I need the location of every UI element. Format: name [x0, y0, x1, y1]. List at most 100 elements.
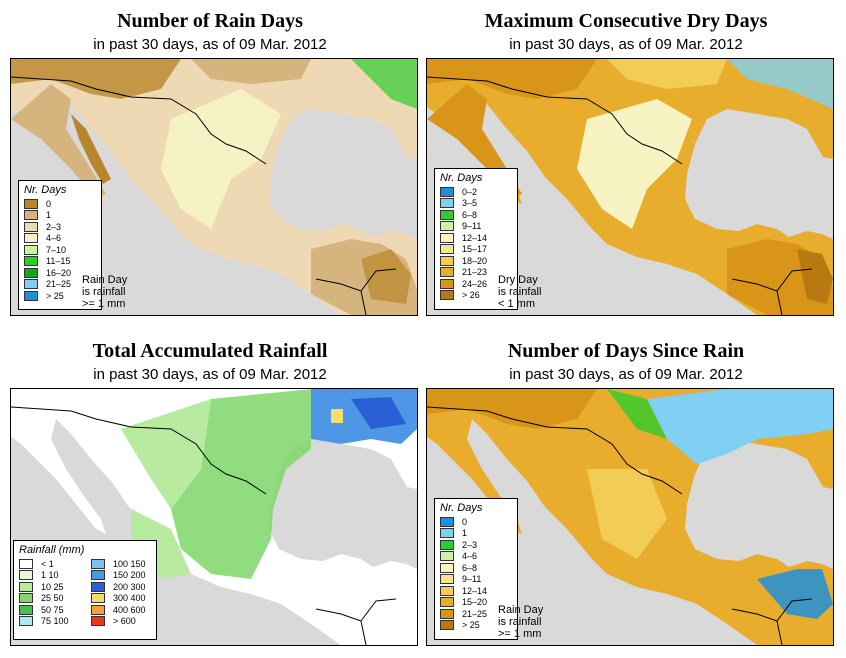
legend-item: > 26: [440, 290, 517, 302]
legend-item: 16–20: [24, 267, 101, 279]
legend-label: 6–8: [462, 209, 478, 220]
legend-item: 0–2: [440, 186, 517, 198]
legend-swatch: [91, 558, 105, 569]
legend-swatch: [440, 209, 454, 220]
legend-label: > 25: [462, 620, 480, 631]
legend-item: 9–11: [440, 574, 517, 586]
legend-item: 1: [440, 528, 517, 540]
legend-swatch: [440, 186, 454, 197]
legend-label: 11–15: [46, 256, 71, 267]
legend-item: 24–26: [440, 278, 517, 290]
legend-swatch: [440, 620, 454, 631]
legend-item: 400 600: [91, 604, 156, 616]
legend-swatch: [440, 597, 454, 608]
legend-swatch: [440, 290, 454, 301]
legend-label: 1: [46, 210, 52, 221]
legend-title: Nr. Days: [440, 172, 483, 184]
legend-label: 1 10: [41, 570, 59, 581]
legend-label: 24–26: [462, 278, 488, 289]
legend-swatch: [440, 528, 454, 539]
legend-label: > 25: [46, 290, 64, 301]
legend-swatch: [440, 198, 454, 209]
legend-item: 100 150: [91, 558, 156, 570]
legend-item: 25 50: [19, 593, 84, 605]
legend: Nr. Days 0 1 2–3 4–6 7–10 11–15 16–20 21–25 > 25: [18, 180, 102, 310]
legend-item: 2–3: [24, 221, 101, 233]
definition-note: Dry Day is rainfall < 1 mm: [498, 274, 542, 310]
legend-item: 0: [440, 516, 517, 528]
legend-label: 10 25: [41, 581, 64, 592]
panel-rainfall: Total Accumulated Rainfall in past 30 da…: [0, 330, 420, 650]
legend-item: 0: [24, 198, 101, 210]
legend-item: 3–5: [440, 198, 517, 210]
legend-label: < 1: [41, 558, 54, 569]
legend-label: 150 200: [113, 570, 146, 581]
legend-swatch: [19, 558, 33, 569]
legend-item: 75 100: [19, 616, 84, 628]
legend-item: 12–14: [440, 585, 517, 597]
legend-swatch: [440, 244, 454, 255]
legend-item: > 600: [91, 616, 156, 628]
legend-item: 15–20: [440, 597, 517, 609]
legend-title: Rainfall (mm): [19, 544, 85, 556]
legend-swatch: [440, 585, 454, 596]
legend-item: 1 10: [19, 570, 84, 582]
legend-swatch: [440, 267, 454, 278]
legend-item: 4–6: [24, 233, 101, 245]
legend-item: 10 25: [19, 581, 84, 593]
panel-title: Number of Rain Days: [117, 10, 303, 32]
legend-label: 21–25: [46, 279, 72, 290]
legend-swatch: [440, 255, 454, 266]
panel-dry-days: Maximum Consecutive Dry Days in past 30 …: [416, 0, 836, 320]
legend-label: 400 600: [113, 604, 146, 615]
legend-label: 0: [46, 198, 52, 209]
legend-swatch: [91, 604, 105, 615]
panel-subtitle: in past 30 days, as of 09 Mar. 2012: [509, 366, 743, 383]
legend-label: 100 150: [113, 558, 146, 569]
legend-item: 300 400: [91, 593, 156, 605]
legend-label: 15–20: [462, 597, 488, 608]
legend-swatch: [19, 604, 33, 615]
legend-label: 0–2: [462, 186, 478, 197]
legend-item: 15–17: [440, 244, 517, 256]
legend-item: 12–14: [440, 232, 517, 244]
legend-label: 7–10: [46, 244, 67, 255]
definition-note: Rain Day is rainfall >= 1 mm: [498, 604, 544, 640]
legend-label: 21–23: [462, 267, 488, 278]
legend-label: 2–3: [462, 539, 478, 550]
legend-swatch: [24, 210, 38, 221]
panel-rain-days: Number of Rain Days in past 30 days, as …: [0, 0, 420, 320]
legend-item: 9–11: [440, 221, 517, 233]
legend-label: 12–14: [462, 585, 488, 596]
legend-label: 16–20: [46, 267, 72, 278]
legend-swatch: [440, 232, 454, 243]
legend-swatch: [24, 233, 38, 244]
legend-label: > 26: [462, 290, 480, 301]
legend-item: 2–3: [440, 539, 517, 551]
legend-swatch: [24, 279, 38, 290]
legend-swatch: [91, 616, 105, 627]
panel-title: Maximum Consecutive Dry Days: [484, 10, 768, 32]
legend-swatch: [24, 267, 38, 278]
legend-label: 300 400: [113, 593, 146, 604]
legend-label: 4–6: [462, 551, 478, 562]
legend: Rainfall (mm) < 1 100 150 1 10 150 200 10 25…: [13, 540, 157, 640]
panel-title: Total Accumulated Rainfall: [92, 340, 328, 362]
legend-label: 21–25: [462, 608, 488, 619]
legend-swatch: [24, 290, 38, 301]
legend-label: 0: [462, 516, 468, 527]
legend-label: 12–14: [462, 232, 488, 243]
legend-label: 15–17: [462, 244, 488, 255]
legend-swatch: [440, 516, 454, 527]
legend-label: 9–11: [462, 574, 482, 585]
legend-item: 50 75: [19, 604, 84, 616]
legend-swatch: [91, 593, 105, 604]
legend-item: 11–15: [24, 256, 101, 268]
panel-title: Number of Days Since Rain: [507, 340, 745, 362]
legend-swatch: [91, 581, 105, 592]
legend-swatch: [440, 278, 454, 289]
legend-label: 50 75: [41, 604, 64, 615]
legend-swatch: [24, 256, 38, 267]
legend-label: 9–11: [462, 221, 482, 232]
legend-label: > 600: [113, 616, 136, 627]
